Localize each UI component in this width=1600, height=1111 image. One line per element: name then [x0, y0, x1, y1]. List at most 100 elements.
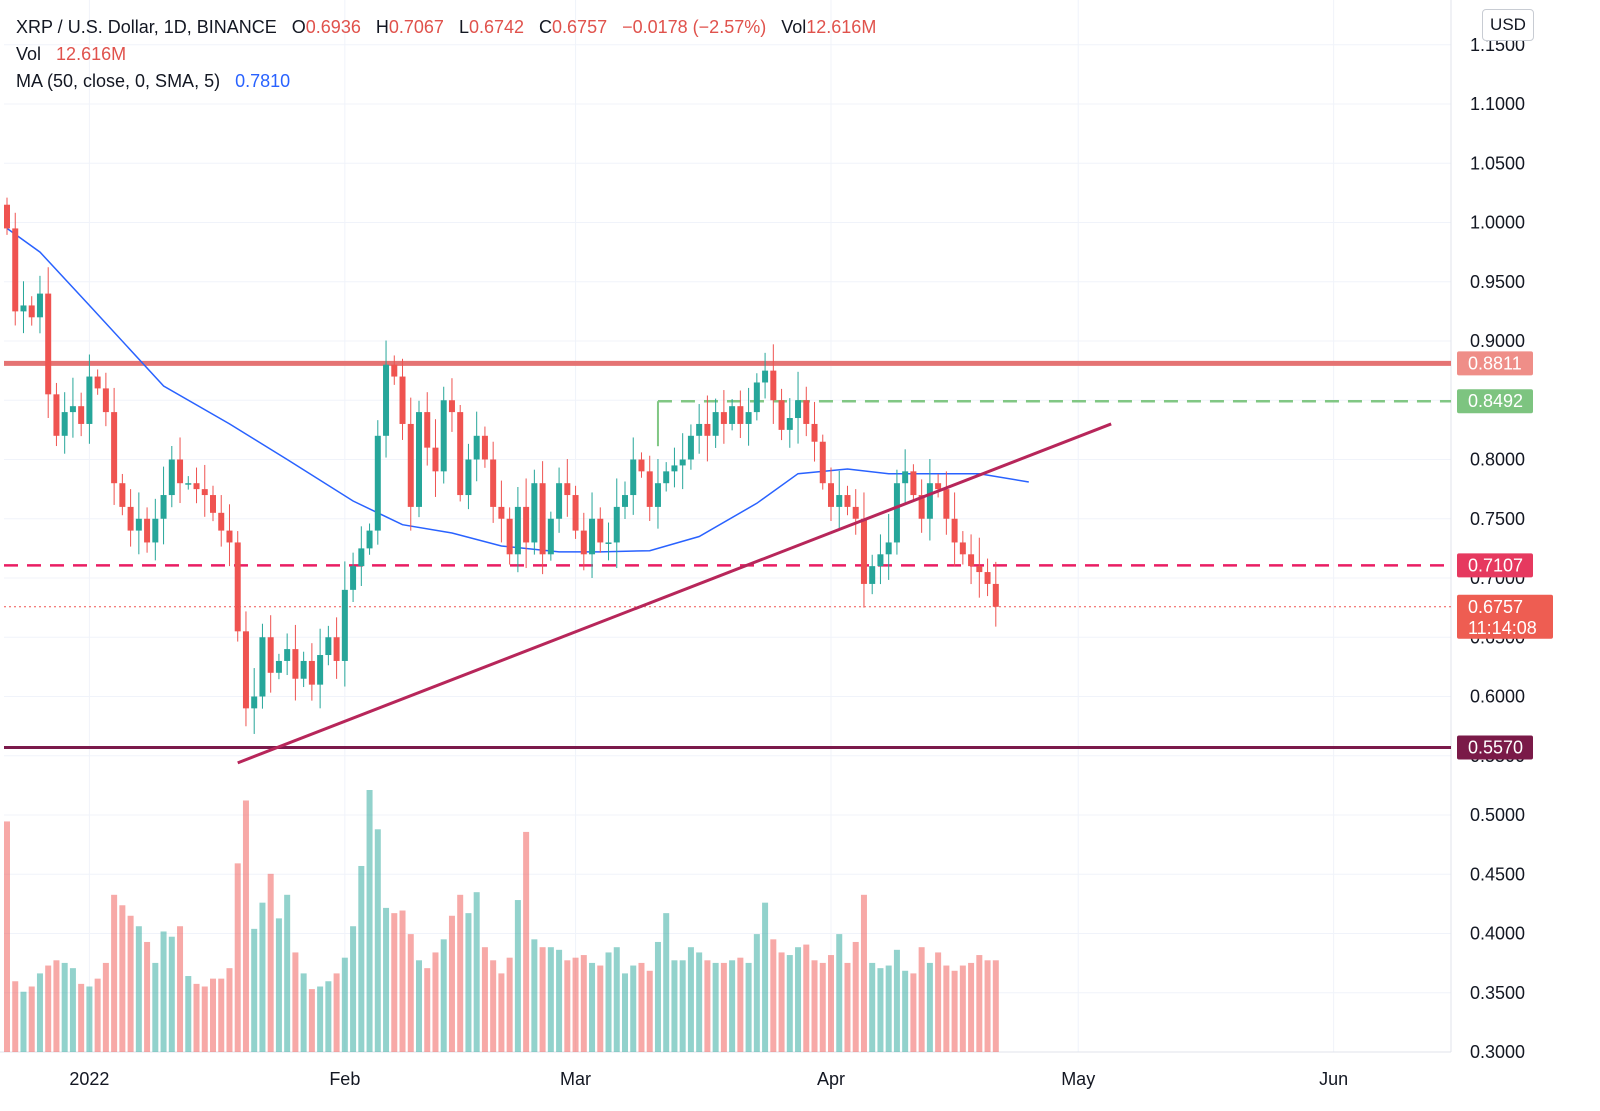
volume-bar [267, 873, 274, 1052]
volume-bar [45, 965, 52, 1052]
candle [745, 387, 752, 446]
price-badge [1457, 553, 1533, 578]
volume-bar [350, 926, 357, 1052]
volume-bar [440, 939, 447, 1052]
candle [968, 534, 975, 585]
candle-body [622, 495, 628, 507]
candle-body [267, 637, 274, 673]
candle [910, 464, 917, 502]
volume-bar [135, 926, 142, 1052]
horizontal-levels [4, 360, 1451, 749]
volume-bar [514, 900, 521, 1052]
price-axis[interactable]: 1.15001.10001.05001.00000.95000.90000.85… [1470, 35, 1525, 1062]
candle [94, 369, 101, 395]
volume-bar [885, 965, 892, 1052]
volume-bar [613, 947, 620, 1052]
candle-body [111, 412, 118, 484]
candle-body [407, 423, 414, 507]
candle-body [86, 376, 93, 424]
candle [943, 471, 950, 535]
candle-body [12, 228, 19, 312]
candle-body [399, 376, 406, 424]
candle-body [729, 406, 736, 424]
candle [811, 401, 818, 462]
candle [432, 419, 439, 497]
volume-bar [333, 973, 340, 1052]
y-tick-label: 0.4000 [1470, 924, 1525, 944]
candle-body [597, 518, 604, 543]
volume-bar [448, 915, 455, 1052]
volume-bar [234, 863, 241, 1052]
volume-bar [753, 934, 760, 1052]
volume-bar [86, 986, 93, 1052]
candle-body [341, 589, 348, 661]
candle [275, 653, 282, 680]
candle [465, 443, 472, 510]
volume-bar [523, 831, 530, 1052]
candle [61, 392, 68, 454]
currency-button[interactable]: USD [1482, 9, 1534, 41]
ma-legend-row[interactable]: MA (50, close, 0, SMA, 5) 0.7810 [16, 68, 876, 95]
candle-body [94, 376, 101, 389]
volume-bar [852, 941, 859, 1052]
candle [836, 470, 843, 529]
volume-bar [424, 968, 431, 1052]
price-badge-label: 0.5570 [1468, 737, 1523, 757]
candle-body [78, 406, 85, 424]
trendline-layer[interactable] [237, 422, 1112, 765]
candle [251, 668, 258, 734]
candle [69, 377, 76, 438]
candle [935, 473, 942, 498]
candle [473, 411, 480, 482]
candle [218, 495, 225, 547]
candle [778, 388, 785, 441]
y-tick-label: 0.9000 [1470, 331, 1525, 351]
volume-bar [4, 821, 10, 1052]
candle-body [275, 660, 282, 673]
volume-bar [94, 978, 101, 1052]
price-badge-label: 0.6757 [1468, 597, 1523, 617]
candle [605, 522, 612, 561]
candle-body [935, 483, 942, 490]
candle [4, 197, 10, 235]
volume-bar [457, 894, 464, 1052]
candle [325, 625, 332, 666]
volume-bar [745, 962, 752, 1052]
volume-bar [416, 960, 422, 1052]
candle [242, 611, 249, 727]
candle-body [36, 293, 43, 318]
candle [572, 485, 579, 539]
candle-body [893, 483, 900, 543]
candle [795, 371, 802, 444]
candle-body [523, 506, 530, 543]
volume-bar [78, 983, 85, 1052]
trendline [237, 422, 1112, 765]
candle-body [160, 495, 167, 519]
candle-body [902, 471, 909, 484]
candle [951, 492, 958, 567]
candle [259, 623, 266, 709]
symbol-title[interactable]: XRP / U.S. Dollar, 1D, BINANCE [16, 17, 277, 37]
candle [152, 498, 159, 561]
candle-body [564, 483, 571, 496]
candle [308, 643, 315, 701]
volume-bar [836, 934, 843, 1052]
candle [762, 352, 769, 399]
time-axis[interactable]: 2022 Feb Mar Apr May Jun [69, 1069, 1348, 1089]
candle [28, 296, 35, 326]
candle [424, 392, 431, 466]
volume-bar [193, 983, 200, 1052]
candle-body [580, 530, 587, 555]
candle [704, 395, 711, 462]
volume-bar [168, 936, 175, 1052]
volume-bar [572, 957, 579, 1052]
volume-bar [630, 965, 637, 1052]
volume-bar [308, 989, 315, 1052]
candle-body [259, 637, 266, 697]
candle-body [473, 435, 480, 460]
volume-histogram [4, 790, 999, 1052]
volume-legend-row[interactable]: Vol 12.616M [16, 41, 876, 68]
volume-bar [918, 947, 925, 1052]
